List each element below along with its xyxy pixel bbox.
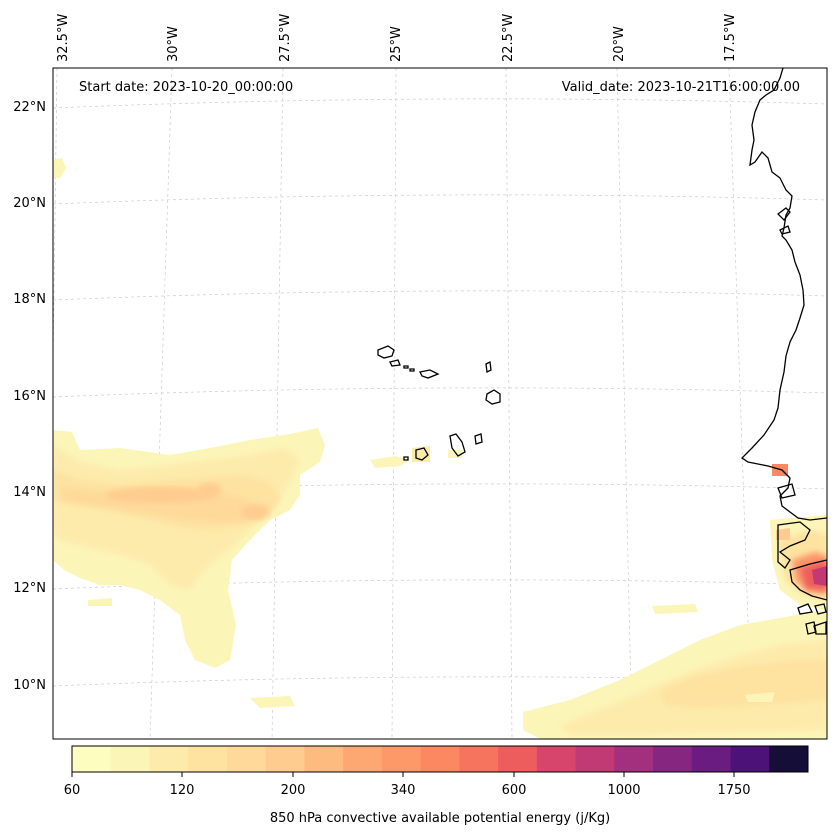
coastlines bbox=[377, 68, 827, 635]
colorbar-swatch bbox=[769, 746, 809, 772]
island-brava bbox=[403, 456, 409, 461]
lon-label: 25°W bbox=[389, 26, 404, 62]
lat-label: 10°N bbox=[13, 678, 46, 693]
colorbar-swatch bbox=[110, 746, 150, 772]
island-maio bbox=[474, 433, 483, 445]
colorbar-tick-label: 120 bbox=[170, 783, 195, 798]
colorbar-tick-label: 1750 bbox=[717, 783, 750, 798]
lon-label: 30°W bbox=[166, 26, 181, 62]
island-santo-antao bbox=[377, 345, 395, 359]
island-sao-nicolau bbox=[419, 369, 440, 379]
colorbar-swatch bbox=[575, 746, 615, 772]
colorbar-border bbox=[71, 745, 809, 773]
lon-label: 32.5°W bbox=[56, 14, 71, 62]
start-date-label: Start date: 2023-10-20_00:00:00 bbox=[79, 80, 293, 95]
longitude-labels: 32.5°W 30°W 27.5°W 25°W 22.5°W 20°W 17.5… bbox=[56, 14, 738, 62]
colorbar-swatch bbox=[498, 746, 538, 772]
colorbar-swatch bbox=[226, 746, 267, 772]
meridian-30w bbox=[149, 68, 173, 739]
valid-date-label: Valid_date: 2023-10-21T16:00:00.00 bbox=[562, 80, 800, 95]
lon-label: 22.5°W bbox=[501, 14, 516, 62]
map-panel bbox=[53, 68, 827, 739]
colorbar-tick-label: 600 bbox=[502, 783, 527, 798]
colorbar-swatch bbox=[691, 746, 732, 772]
colorbar-swatch bbox=[265, 746, 305, 772]
lat-label: 14°N bbox=[13, 485, 46, 500]
island-sal bbox=[485, 361, 492, 373]
lon-label: 27.5°W bbox=[278, 14, 293, 62]
colorbar-swatch bbox=[536, 746, 577, 772]
island-boa-vista bbox=[485, 389, 501, 405]
map-border bbox=[52, 67, 828, 740]
colorbar-swatch bbox=[614, 746, 654, 772]
parallel-16n bbox=[53, 387, 827, 398]
colorbar-tick-label: 200 bbox=[281, 783, 306, 798]
lat-label: 16°N bbox=[13, 389, 46, 404]
meridian-25w bbox=[391, 68, 397, 739]
africa-coastline bbox=[740, 68, 827, 521]
lat-label: 18°N bbox=[13, 292, 46, 307]
colorbar-swatch bbox=[459, 746, 499, 772]
meridian-27-5w bbox=[271, 68, 284, 739]
colorbar bbox=[72, 746, 809, 772]
colorbar-tick-label: 60 bbox=[64, 783, 81, 798]
colorbar-swatch bbox=[343, 746, 383, 772]
colorbar-ticks: 60 120 200 340 600 1000 1750 bbox=[64, 772, 751, 798]
colorbar-swatch bbox=[420, 746, 460, 772]
parallel-18n bbox=[53, 290, 827, 301]
colorbar-swatch bbox=[381, 746, 422, 772]
meridian-20w bbox=[616, 68, 633, 739]
colorbar-label: 850 hPa convective available potential e… bbox=[270, 811, 610, 826]
cape-field-southeast bbox=[523, 604, 827, 739]
colorbar-swatch bbox=[72, 746, 112, 772]
island-fogo bbox=[415, 447, 429, 461]
lon-label: 20°W bbox=[612, 26, 627, 62]
lat-label: 20°N bbox=[13, 196, 46, 211]
island-santiago bbox=[449, 433, 466, 457]
cape-field-coast bbox=[770, 464, 827, 610]
lat-label: 12°N bbox=[13, 581, 46, 596]
parallel-22n bbox=[53, 98, 827, 109]
meridian-22-5w bbox=[505, 68, 513, 739]
colorbar-swatch bbox=[730, 746, 770, 772]
colorbar-swatch bbox=[304, 746, 344, 772]
latitude-labels: 22°N 20°N 18°N 16°N 14°N 12°N 10°N bbox=[13, 100, 46, 693]
lon-label: 17.5°W bbox=[723, 14, 738, 62]
parallel-20n bbox=[53, 194, 827, 205]
parallel-10n bbox=[53, 676, 827, 687]
colorbar-swatch bbox=[653, 746, 693, 772]
lat-label: 22°N bbox=[13, 100, 46, 115]
island-sao-vicente bbox=[389, 359, 401, 367]
colorbar-tick-label: 1000 bbox=[607, 783, 640, 798]
colorbar-swatch bbox=[149, 746, 189, 772]
colorbar-swatch bbox=[188, 746, 228, 772]
cape-field-west bbox=[53, 158, 462, 708]
colorbar-tick-label: 340 bbox=[391, 783, 416, 798]
